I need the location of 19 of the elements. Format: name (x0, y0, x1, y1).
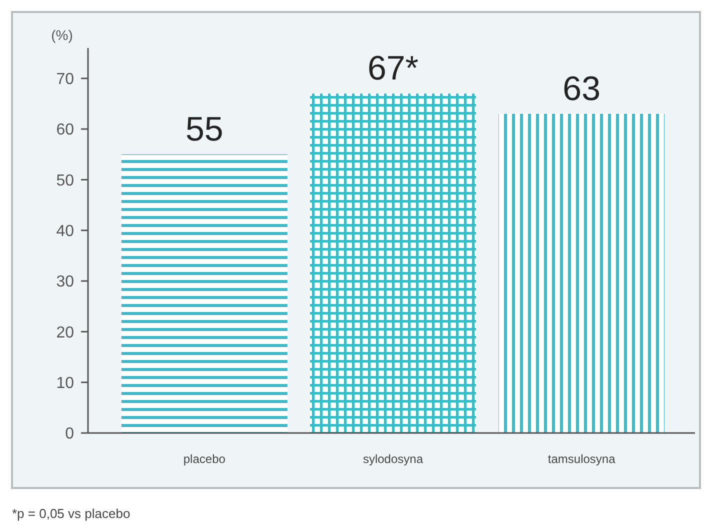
y-tick-label: 60 (56, 122, 74, 139)
y-axis-title: (%) (51, 27, 73, 43)
y-tick-label: 20 (56, 324, 74, 342)
data-label: 67* (367, 50, 419, 88)
y-tick-label: 50 (56, 172, 74, 190)
y-tick-label: 0 (65, 426, 74, 443)
bar (310, 94, 476, 433)
y-tick-label: 70 (56, 70, 74, 88)
y-tick-label: 10 (56, 374, 74, 392)
bar (121, 154, 288, 433)
data-label: 55 (185, 110, 224, 148)
y-tick-label: 30 (56, 274, 74, 291)
data-label: 63 (562, 70, 601, 108)
x-tick-label: tamsulosyna (548, 452, 616, 466)
text: *p = 0,05 vs placebo (12, 506, 130, 521)
bar (498, 114, 665, 433)
x-tick-label: sylodosyna (362, 452, 424, 466)
x-tick-label: placebo (183, 452, 226, 466)
y-tick-label: 40 (56, 222, 74, 240)
